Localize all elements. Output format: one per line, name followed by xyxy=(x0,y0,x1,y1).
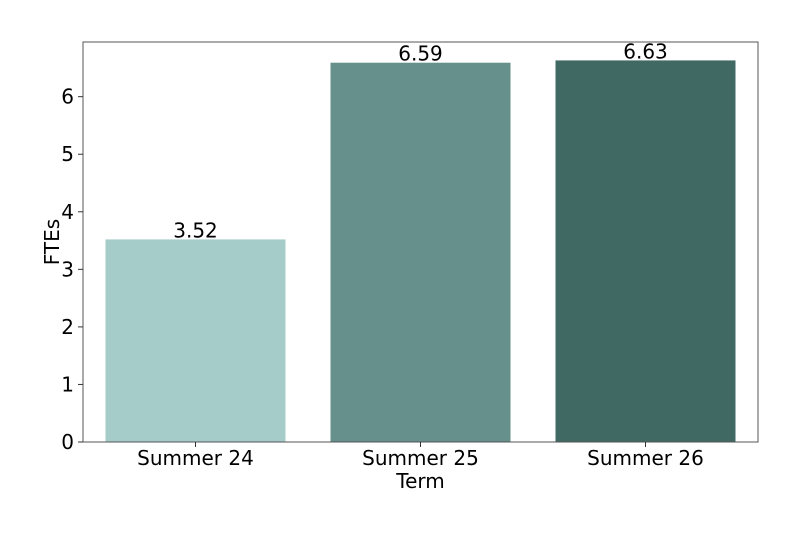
bar-2 xyxy=(555,60,736,442)
y-tick-label: 3 xyxy=(61,257,74,281)
y-tick-label: 2 xyxy=(61,315,74,339)
x-axis: Summer 24 Summer 25 Summer 26 xyxy=(137,442,704,470)
bars-layer xyxy=(105,60,736,443)
y-tick-label: 4 xyxy=(61,200,74,224)
bar-value-label: 6.59 xyxy=(398,42,443,66)
y-tick-label: 0 xyxy=(61,430,74,454)
y-tick-label: 1 xyxy=(61,372,74,396)
y-tick-label: 6 xyxy=(61,85,74,109)
x-tick-label: Summer 25 xyxy=(362,446,479,470)
x-tick-label: Summer 24 xyxy=(137,446,254,470)
y-axis-label: FTEs xyxy=(40,219,64,265)
x-tick-label: Summer 26 xyxy=(587,446,704,470)
value-labels-layer: 3.52 6.59 6.63 xyxy=(173,39,668,242)
bar-1 xyxy=(330,62,511,443)
bar-0 xyxy=(105,239,286,442)
bar-value-label: 3.52 xyxy=(173,218,218,242)
y-tick-label: 5 xyxy=(61,142,74,166)
x-axis-label: Term xyxy=(395,469,444,493)
y-axis: 0 1 2 3 4 5 6 xyxy=(61,85,83,454)
bar-value-label: 6.63 xyxy=(623,39,668,63)
